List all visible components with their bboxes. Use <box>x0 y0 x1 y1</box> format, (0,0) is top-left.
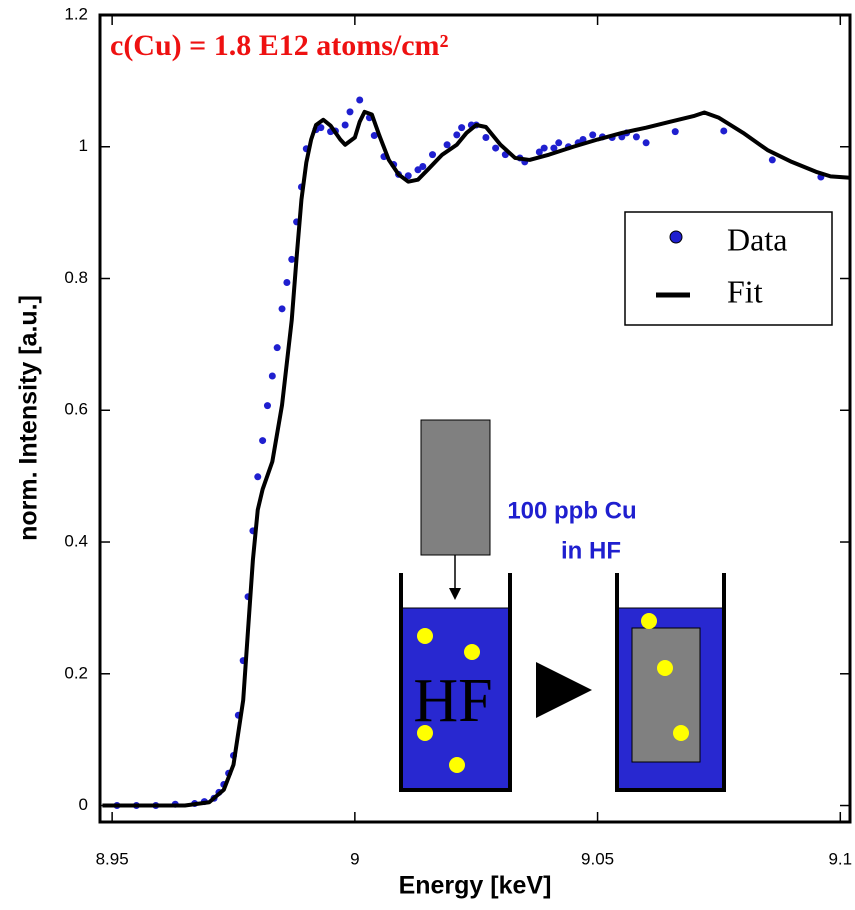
plot-frame <box>98 13 852 824</box>
particle <box>449 757 465 773</box>
x-tick-label: 9 <box>350 849 359 868</box>
annotation: 100 ppb Cu <box>507 497 636 524</box>
y-tick-label: 0 <box>79 795 88 814</box>
data-point <box>443 141 451 149</box>
data-point <box>288 255 296 263</box>
particle <box>673 725 689 741</box>
data-point <box>482 134 490 142</box>
y-tick-label: 1 <box>79 136 88 155</box>
data-point <box>550 144 558 152</box>
y-tick-label: 0.4 <box>64 532 88 551</box>
particle <box>417 725 433 741</box>
inset-label: HF <box>413 667 492 735</box>
particle <box>641 613 657 629</box>
data-point <box>419 163 427 171</box>
data-point <box>458 124 466 132</box>
y-tick-label: 1.2 <box>64 4 88 23</box>
chart-title: c(Cu) = 1.8 E12 atoms/cm² <box>110 29 449 62</box>
x-tick-label: 8.95 <box>96 849 129 868</box>
data-point <box>370 132 378 140</box>
beaker <box>615 573 726 792</box>
beaker <box>399 573 512 792</box>
x-tick-label: 9.1 <box>828 849 852 868</box>
data-point <box>356 96 364 104</box>
data-point <box>492 144 500 152</box>
legend <box>624 211 833 326</box>
data-point <box>642 139 650 147</box>
data-point <box>453 131 461 139</box>
process-arrow <box>536 662 592 718</box>
particle <box>464 644 480 660</box>
data-point <box>278 305 286 313</box>
data-point <box>341 121 349 129</box>
data-point <box>429 151 437 159</box>
x-axis-label: Energy [keV] <box>399 872 552 900</box>
arrow-head <box>449 588 461 600</box>
y-tick-label: 0.8 <box>64 268 88 287</box>
sample-block <box>631 627 701 763</box>
annotation: in HF <box>561 537 621 564</box>
data-point <box>720 127 728 135</box>
data-point <box>346 108 354 116</box>
legend-label: Data <box>727 221 787 257</box>
data-point <box>254 473 262 481</box>
legend-label: Fit <box>727 273 763 309</box>
y-axis-label: norm. Intensity [a.u.] <box>15 295 43 541</box>
data-point <box>273 344 281 352</box>
particle <box>417 628 433 644</box>
x-tick-label: 9.05 <box>581 849 614 868</box>
sample-block <box>420 419 491 556</box>
data-point <box>671 128 679 136</box>
particle <box>657 660 673 676</box>
data-point <box>404 172 412 180</box>
data-point <box>259 437 267 445</box>
data-point <box>268 372 276 380</box>
data-point <box>540 144 548 152</box>
data-point <box>263 402 271 410</box>
data-point <box>317 124 325 132</box>
data-point <box>555 139 563 147</box>
y-tick-label: 0.2 <box>64 663 88 682</box>
data-point <box>283 278 291 286</box>
data-point <box>632 133 640 141</box>
inset-illustration: HF 100 ppb Cu in HF <box>399 419 726 792</box>
legend-marker <box>669 230 683 244</box>
data-point <box>535 148 543 156</box>
data-point <box>589 131 597 139</box>
data-point <box>768 156 776 164</box>
y-tick-label: 0.6 <box>64 400 88 419</box>
fit-line <box>102 109 851 808</box>
